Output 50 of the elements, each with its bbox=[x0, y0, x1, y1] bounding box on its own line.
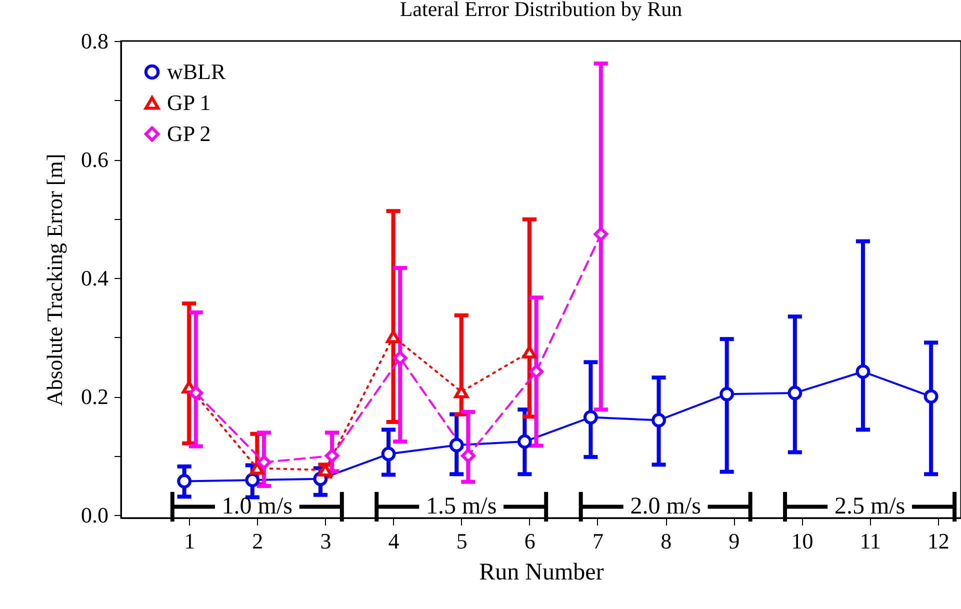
y-tick-label: 0.2 bbox=[81, 384, 108, 410]
point bbox=[318, 464, 332, 476]
point bbox=[454, 385, 469, 398]
y-axis-title: Absolute Tracking Error [m] bbox=[42, 154, 67, 406]
y-tick-label: 0.8 bbox=[81, 28, 108, 54]
point bbox=[256, 455, 272, 470]
point bbox=[460, 448, 476, 463]
legend-label: GP 2 bbox=[167, 121, 211, 146]
x-tick-label: 5 bbox=[456, 528, 468, 554]
x-tick-label: 1 bbox=[184, 528, 196, 554]
x-tick-label: 6 bbox=[524, 528, 536, 554]
point bbox=[381, 446, 396, 462]
point bbox=[522, 346, 537, 359]
point bbox=[529, 364, 544, 379]
point bbox=[788, 386, 802, 400]
x-tick-label: 7 bbox=[592, 528, 604, 554]
point bbox=[583, 410, 598, 424]
point bbox=[594, 226, 608, 242]
y-tick-label: 0.0 bbox=[81, 502, 108, 528]
legend-label: GP 1 bbox=[167, 90, 211, 115]
point bbox=[652, 413, 666, 428]
x-tick-label: 2 bbox=[252, 528, 264, 554]
x-tick-label: 9 bbox=[728, 528, 740, 554]
x-axis-title: Run Number bbox=[479, 560, 604, 586]
x-tick-label: 4 bbox=[388, 528, 400, 554]
annotation: 2.0 m/s bbox=[630, 494, 701, 520]
x-tick-label: 3 bbox=[320, 528, 332, 554]
x-tick-label: 10 bbox=[791, 528, 814, 554]
x-tick-label: 12 bbox=[927, 528, 950, 554]
point bbox=[449, 438, 464, 452]
point bbox=[177, 474, 192, 488]
point bbox=[324, 448, 340, 463]
y-tick-label: 0.6 bbox=[81, 147, 108, 172]
x-tick-label: 8 bbox=[660, 528, 672, 554]
point bbox=[392, 350, 408, 366]
point bbox=[386, 330, 400, 344]
point bbox=[517, 434, 532, 449]
x-tick-label: 11 bbox=[860, 528, 881, 554]
annotation: 1.0 m/s bbox=[222, 494, 292, 520]
point bbox=[924, 389, 938, 404]
annotation: 1.5 m/s bbox=[426, 494, 497, 520]
chart-title: Lateral Error Distribution by Run bbox=[400, 0, 683, 21]
point bbox=[720, 386, 734, 402]
point bbox=[856, 364, 870, 379]
point bbox=[188, 386, 204, 400]
annotation: 2.5 m/s bbox=[834, 494, 906, 520]
point bbox=[250, 462, 264, 475]
legend-label: wBLR bbox=[167, 59, 226, 84]
point bbox=[245, 472, 260, 488]
y-tick-label: 0.4 bbox=[81, 266, 108, 291]
